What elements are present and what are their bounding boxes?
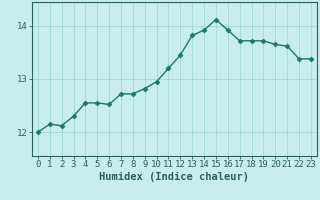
X-axis label: Humidex (Indice chaleur): Humidex (Indice chaleur) bbox=[100, 172, 249, 182]
